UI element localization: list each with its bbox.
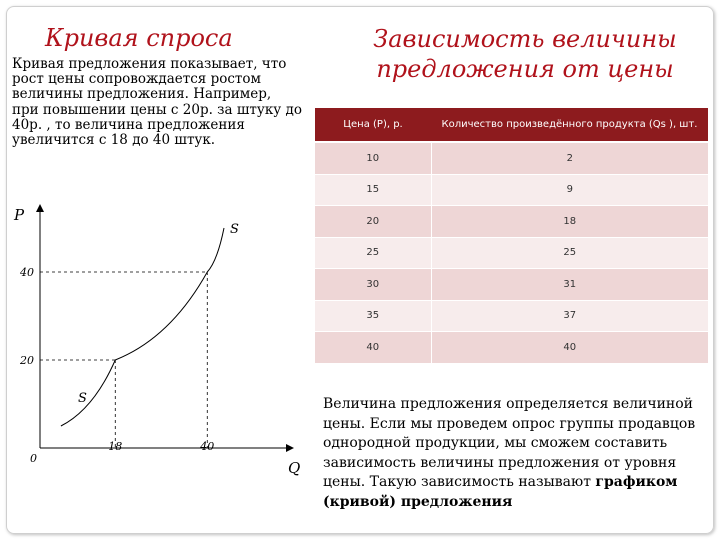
- title-right: Зависимость величины предложения от цены: [373, 25, 677, 83]
- cell-quantity: 25: [431, 237, 708, 269]
- cell-quantity: 40: [431, 331, 708, 364]
- table-row: 15 9: [315, 174, 708, 206]
- supply-curve: [60, 227, 225, 427]
- cell-price: 35: [315, 300, 432, 332]
- cell-quantity: 9: [431, 174, 708, 206]
- table-row: 35 37: [315, 300, 708, 332]
- curve-label-bottom: S: [78, 391, 87, 406]
- cell-quantity: 2: [431, 142, 708, 175]
- supply-chart: P Q 0 S S 18 40 20 40: [13, 204, 300, 477]
- x-tick-label: 40: [199, 440, 214, 453]
- bottom-text: Величина предложения определяется величи…: [323, 395, 698, 513]
- slide-frame: [6, 6, 714, 534]
- table-header-row: Цена (P), р. Количество произведённого п…: [315, 108, 708, 143]
- cell-price: 30: [315, 268, 432, 301]
- table-row: 40 40: [315, 331, 708, 364]
- table-row: 25 25: [315, 237, 708, 269]
- cell-price: 20: [315, 205, 432, 238]
- cell-price: 25: [315, 237, 432, 269]
- y-axis-label: P: [13, 206, 25, 224]
- x-tick-label: 18: [108, 440, 122, 453]
- title-left: Кривая спроса: [45, 24, 233, 52]
- header-price: Цена (P), р.: [315, 108, 431, 143]
- table-row: 30 31: [315, 268, 708, 301]
- cell-price: 15: [315, 174, 432, 206]
- curve-label-top: S: [230, 222, 239, 237]
- description-text: Кривая предложения показывает, что рост …: [12, 56, 302, 149]
- y-tick-label: 20: [19, 354, 34, 367]
- x-axis-label: Q: [288, 459, 300, 477]
- y-tick-label: 40: [19, 266, 34, 279]
- header-quantity: Количество произведённого продукта (Qs )…: [431, 108, 708, 143]
- supply-table: Цена (P), р. Количество произведённого п…: [315, 108, 708, 364]
- cell-quantity: 18: [431, 205, 708, 238]
- bottom-text-bold: графиком (кривой) предложения: [323, 474, 678, 510]
- cell-quantity: 31: [431, 268, 708, 301]
- cell-quantity: 37: [431, 300, 708, 332]
- origin-label: 0: [30, 452, 37, 465]
- cell-price: 10: [315, 142, 432, 175]
- table-row: 10 2: [315, 142, 708, 175]
- cell-price: 40: [315, 331, 432, 364]
- table-row: 20 18: [315, 205, 708, 238]
- bottom-text-plain: Величина предложения определяется величи…: [323, 396, 696, 491]
